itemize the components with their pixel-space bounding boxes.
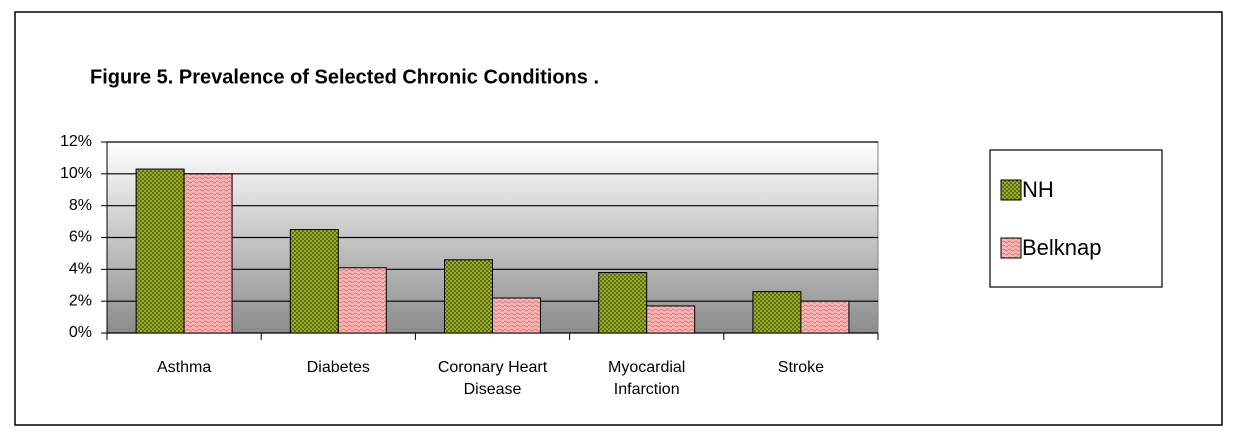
chart-border	[14, 11, 1223, 426]
bar	[289, 229, 339, 334]
x-tick-label: Myocardial Infarction	[608, 359, 686, 398]
x-tick-label: Asthma	[156, 359, 212, 376]
bar	[752, 291, 802, 334]
y-tick-label: 0%	[69, 324, 92, 341]
y-tick-label: 10%	[60, 165, 92, 182]
y-tick-label: 6%	[69, 229, 92, 246]
bar	[492, 297, 541, 334]
legend-swatch	[1000, 237, 1022, 259]
bar	[337, 267, 387, 334]
y-tick-label: 12%	[60, 133, 92, 150]
bar	[183, 173, 233, 334]
legend-swatch	[1000, 179, 1022, 201]
y-tick-label: 8%	[69, 197, 92, 214]
y-tick-label: 4%	[69, 261, 92, 278]
legend-label: Belknap	[1022, 235, 1102, 260]
bar	[444, 259, 493, 334]
bar	[598, 272, 648, 334]
legend-box	[989, 149, 1163, 288]
bar	[800, 300, 850, 334]
bar	[135, 168, 185, 334]
x-tick-label: Diabetes	[306, 359, 370, 376]
bar	[646, 305, 696, 334]
legend-label: NH	[1022, 177, 1054, 202]
y-tick-label: 2%	[69, 292, 92, 309]
x-tick-label: Coronary Heart Disease	[437, 359, 548, 398]
chart-title: Figure 5. Prevalence of Selected Chronic…	[90, 66, 599, 88]
x-tick-label: Stroke	[777, 359, 825, 376]
